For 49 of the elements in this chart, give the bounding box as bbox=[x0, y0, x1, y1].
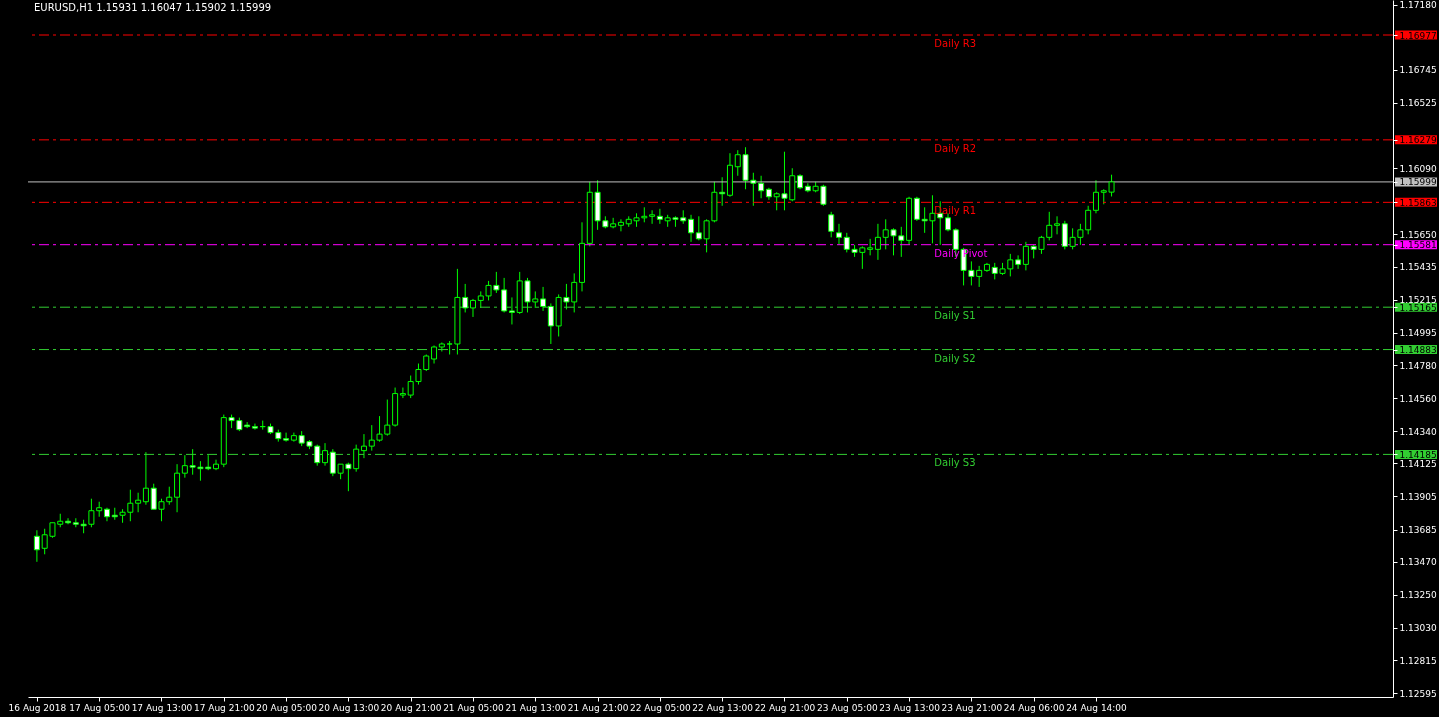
x-tick-label: 22 Aug 21:00 bbox=[754, 702, 816, 713]
x-tick-label: 17 Aug 21:00 bbox=[193, 702, 255, 713]
x-tick-label: 22 Aug 05:00 bbox=[630, 702, 691, 713]
y-tick-label: 1.13030 bbox=[1399, 623, 1437, 634]
y-tick-label: 1.14560 bbox=[1399, 393, 1437, 404]
y-tick-label: 1.14780 bbox=[1399, 360, 1437, 371]
x-tick-label: 21 Aug 13:00 bbox=[505, 702, 567, 713]
ref-line-label: Daily S3 bbox=[934, 457, 976, 469]
x-tick-label: 21 Aug 05:00 bbox=[443, 702, 505, 713]
x-tick-label: 20 Aug 21:00 bbox=[380, 702, 442, 713]
y-tick-label: 1.14995 bbox=[1399, 328, 1437, 339]
y-tick-label: 1.16525 bbox=[1399, 98, 1437, 109]
y-tick-label: 1.13470 bbox=[1399, 557, 1437, 568]
x-tick-label: 20 Aug 13:00 bbox=[318, 702, 380, 713]
ref-line-label: Daily S1 bbox=[934, 310, 976, 322]
y-tick-label: 1.13685 bbox=[1399, 525, 1437, 536]
y-tick-label: 1.15650 bbox=[1399, 229, 1437, 240]
ref-line-label: Daily R3 bbox=[934, 38, 977, 49]
y-tick-label: 1.12815 bbox=[1399, 655, 1437, 666]
y-tick-label: 1.16977 bbox=[1399, 30, 1437, 41]
x-tick-label: 17 Aug 05:00 bbox=[69, 702, 131, 713]
y-tick-label: 1.15863 bbox=[1399, 197, 1437, 208]
y-tick-label: 1.14883 bbox=[1399, 345, 1437, 356]
ref-line-label: Daily R2 bbox=[934, 142, 977, 154]
y-tick-label: 1.15435 bbox=[1399, 262, 1437, 273]
ref-line-label: Daily S2 bbox=[934, 352, 976, 364]
y-tick-label: 1.14185 bbox=[1399, 449, 1437, 460]
x-tick-label: 21 Aug 21:00 bbox=[567, 702, 629, 713]
x-tick-label: 17 Aug 13:00 bbox=[131, 702, 193, 713]
x-tick-label: 20 Aug 05:00 bbox=[256, 702, 318, 713]
y-tick-label: 1.15581 bbox=[1399, 240, 1437, 251]
x-tick-label: 24 Aug 06:00 bbox=[1003, 702, 1065, 713]
y-tick-label: 1.14340 bbox=[1399, 426, 1437, 437]
y-tick-label: 1.12595 bbox=[1399, 688, 1437, 699]
y-tick-label: 1.15999 bbox=[1399, 177, 1437, 188]
y-tick-label: 1.13250 bbox=[1399, 590, 1437, 601]
x-tick-label: 23 Aug 21:00 bbox=[941, 702, 1003, 713]
x-tick-label: 23 Aug 05:00 bbox=[816, 702, 878, 713]
y-tick-label: 1.16279 bbox=[1399, 135, 1437, 146]
x-tick-label: 24 Aug 14:00 bbox=[1066, 702, 1128, 713]
y-tick-label: 1.16090 bbox=[1399, 163, 1437, 174]
y-tick-label: 1.17180 bbox=[1399, 0, 1437, 11]
y-tick-label: 1.16745 bbox=[1399, 65, 1437, 76]
x-tick-label: 16 Aug 2018 bbox=[8, 702, 67, 713]
chart-title: EURUSD,H1 1.15931 1.16047 1.15902 1.15999 bbox=[34, 2, 272, 13]
y-tick-label: 1.14125 bbox=[1399, 458, 1437, 469]
y-tick-label: 1.13905 bbox=[1399, 491, 1437, 502]
x-tick-label: 23 Aug 13:00 bbox=[879, 702, 941, 713]
x-tick-label: 22 Aug 13:00 bbox=[692, 702, 754, 713]
